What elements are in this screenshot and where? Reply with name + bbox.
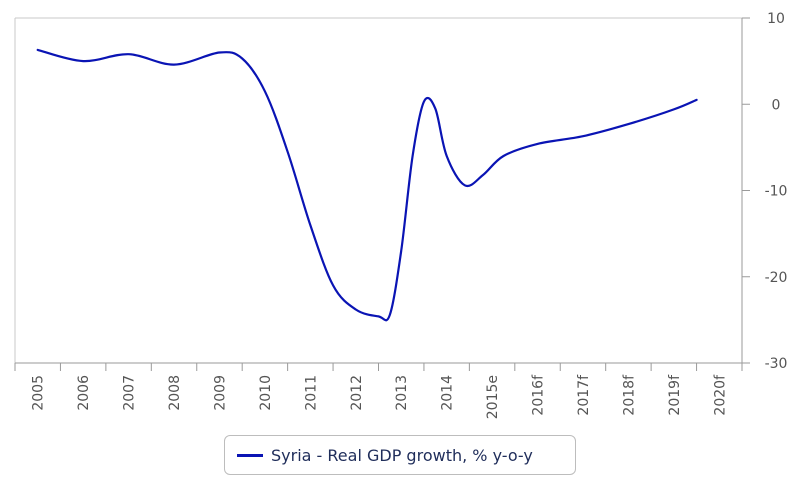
y-tick-label: 10 — [767, 11, 785, 27]
y-tick-label: -30 — [765, 356, 788, 372]
x-tick-label: 2020f — [712, 374, 728, 416]
legend-label: Syria - Real GDP growth, % y-o-y — [271, 445, 533, 465]
x-tick-label: 2016f — [531, 374, 547, 416]
x-tick-label: 2019f — [667, 374, 683, 416]
x-tick-label: 2013 — [394, 375, 410, 411]
x-tick-label: 2005 — [31, 375, 47, 411]
x-tick-label: 2011 — [303, 375, 319, 411]
series-line-syria-gdp — [36, 48, 698, 322]
x-axis-ticks: 2005 2006 2007 2008 2009 2010 2011 2012 2013 2014… — [14, 363, 743, 419]
x-tick-label: 2008 — [167, 375, 183, 411]
x-tick-label: 2017f — [576, 374, 592, 416]
x-tick-label: 2006 — [76, 375, 92, 411]
series-layer — [36, 48, 698, 322]
y-axis-ticks: 10 0 -10 -20 -30 — [742, 11, 787, 372]
x-tick-label: 2009 — [212, 375, 228, 411]
y-tick-label: -20 — [765, 270, 788, 286]
legend-swatch — [237, 453, 263, 457]
x-tick-label: 2007 — [122, 375, 138, 411]
x-tick-label: 2010 — [258, 375, 274, 411]
x-tick-label: 2015e — [485, 375, 501, 419]
x-tick-label: 2014 — [440, 375, 456, 411]
y-tick-label: 0 — [772, 97, 781, 113]
axes — [14, 17, 743, 364]
x-tick-label: 2012 — [349, 375, 365, 411]
x-tick-label: 2018f — [621, 374, 637, 416]
y-tick-label: -10 — [765, 184, 788, 200]
legend: Syria - Real GDP growth, % y-o-y — [224, 435, 576, 475]
